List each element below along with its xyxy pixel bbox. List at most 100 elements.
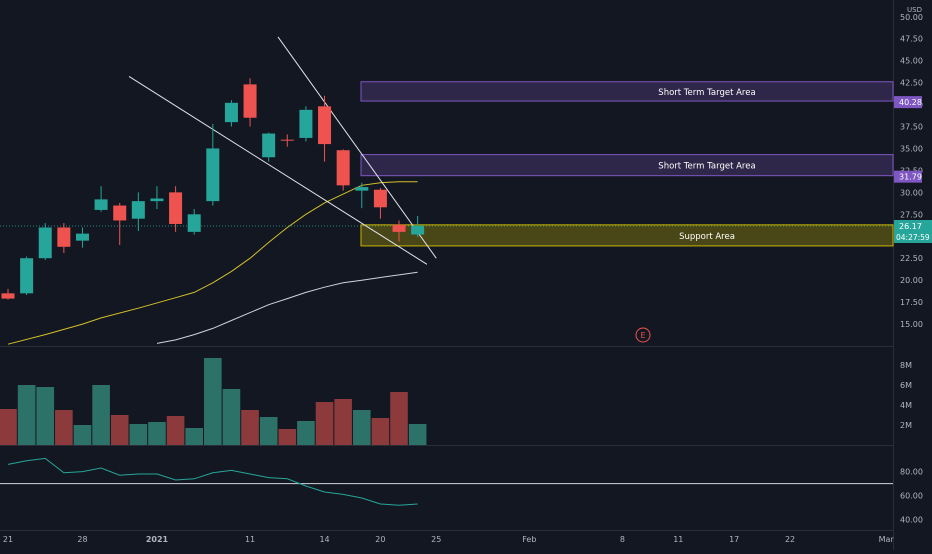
- candle-body[interactable]: [262, 133, 276, 158]
- volume-bar[interactable]: [371, 418, 390, 445]
- volume-bar[interactable]: [222, 389, 241, 445]
- candle-body[interactable]: [206, 148, 220, 202]
- volume-bar[interactable]: [110, 415, 129, 445]
- price-tick-label: 20.00: [900, 276, 923, 285]
- time-tick-label: 14: [319, 535, 329, 544]
- oscillator-tick-label: 60.00: [900, 492, 923, 501]
- candle-body[interactable]: [187, 214, 201, 232]
- candle-body[interactable]: [243, 84, 257, 118]
- volume-tick-label: 4M: [900, 401, 912, 410]
- last-price-tag: 26.17: [899, 222, 922, 231]
- volume-bar[interactable]: [166, 416, 185, 445]
- oscillator: [0, 457, 893, 506]
- candle-body[interactable]: [1, 293, 15, 299]
- currency-label: USD: [907, 6, 922, 14]
- volume-bar[interactable]: [92, 385, 110, 445]
- zone-box[interactable]: [360, 154, 894, 177]
- candle-body[interactable]: [75, 233, 89, 241]
- volume-bar[interactable]: [185, 428, 204, 445]
- candle-body[interactable]: [131, 201, 145, 219]
- time-tick-label: 25: [431, 535, 441, 544]
- time-tick-label: 11: [245, 535, 255, 544]
- zone-price-tag-bg: [894, 96, 922, 109]
- candle-body[interactable]: [38, 227, 52, 259]
- zone-box[interactable]: [360, 224, 894, 247]
- candle-body[interactable]: [94, 199, 108, 210]
- volume-bar[interactable]: [36, 387, 55, 445]
- price-tick-label: 35.00: [900, 144, 923, 153]
- zone-price-tag: 40.28: [899, 98, 922, 107]
- moving-averages: [7, 181, 418, 345]
- time-tick-label: 2021: [146, 535, 169, 544]
- volume-bar[interactable]: [204, 358, 222, 445]
- candles: [1, 78, 425, 300]
- candle-body[interactable]: [57, 227, 71, 247]
- zone-price-tag-bg: [894, 170, 922, 183]
- time-tick-label: 21: [3, 535, 13, 544]
- zone-price-tag: 31.79: [899, 173, 922, 182]
- price-tick-label: 50.00: [900, 13, 923, 22]
- volume-bar[interactable]: [148, 422, 166, 445]
- volume-bar[interactable]: [73, 425, 92, 445]
- volume-bar[interactable]: [55, 410, 73, 445]
- volume-bar[interactable]: [259, 417, 278, 445]
- volume-bar[interactable]: [0, 409, 17, 445]
- volume-bar[interactable]: [129, 424, 148, 445]
- candle-body[interactable]: [318, 106, 332, 145]
- ma-fast-line: [7, 181, 418, 345]
- last-price-tag-bg: [894, 219, 932, 243]
- earnings-marker-icon[interactable]: [635, 327, 651, 343]
- candle-body[interactable]: [392, 224, 406, 232]
- trendline[interactable]: [277, 36, 437, 259]
- time-tick-label: 22: [785, 535, 795, 544]
- candle-body[interactable]: [113, 205, 127, 221]
- price-tick-label: 22.50: [900, 254, 923, 263]
- candle-body[interactable]: [336, 150, 350, 186]
- candle-body[interactable]: [373, 189, 387, 208]
- time-tick-label: Feb: [522, 535, 536, 544]
- volume-tick-label: 6M: [900, 381, 912, 390]
- earnings-marker[interactable]: E: [635, 327, 651, 343]
- volume-bar[interactable]: [408, 424, 427, 445]
- earnings-marker-label: E: [640, 331, 645, 340]
- volume-tick-label: 8M: [900, 361, 912, 370]
- zone-box[interactable]: [360, 81, 894, 102]
- candle-body[interactable]: [299, 109, 313, 138]
- volume-bar[interactable]: [315, 402, 334, 445]
- time-tick-label: 11: [673, 535, 683, 544]
- ma-slow-line: [156, 271, 418, 344]
- candle-body[interactable]: [355, 187, 369, 191]
- zone-label: Short Term Target Area: [658, 162, 755, 172]
- time-tick-label: 20: [375, 535, 385, 544]
- candle-body[interactable]: [411, 225, 425, 235]
- volume-bar[interactable]: [241, 410, 259, 445]
- volume-bar[interactable]: [352, 410, 371, 445]
- candle-body[interactable]: [150, 198, 164, 202]
- price-tick-label: 42.50: [900, 79, 923, 88]
- trendlines: [128, 36, 437, 265]
- time-tick-label: Mar: [879, 535, 895, 544]
- price-tick-label: 27.50: [900, 210, 923, 219]
- trendline[interactable]: [128, 76, 428, 265]
- zone-label: Support Area: [679, 232, 735, 242]
- oscillator-tick-label: 80.00: [900, 468, 923, 477]
- oscillator-line: [7, 457, 418, 506]
- candle-body[interactable]: [20, 258, 34, 294]
- volume-bars: [0, 358, 427, 445]
- oscillator-tick-label: 40.00: [900, 516, 923, 525]
- price-tick-label: 47.50: [900, 35, 923, 44]
- volume-bar[interactable]: [17, 385, 36, 445]
- zone-label: Short Term Target Area: [658, 88, 755, 98]
- volume-bar[interactable]: [278, 429, 297, 445]
- time-tick-label: 28: [77, 535, 87, 544]
- candle-body[interactable]: [280, 139, 294, 141]
- candle-body[interactable]: [169, 192, 183, 224]
- volume-bar[interactable]: [390, 392, 408, 445]
- volume-bar[interactable]: [334, 399, 352, 445]
- countdown-tag: 04:27:59: [896, 233, 930, 242]
- volume-bar[interactable]: [297, 421, 315, 445]
- candle-body[interactable]: [224, 102, 238, 123]
- price-tick-label: 15.00: [900, 320, 923, 329]
